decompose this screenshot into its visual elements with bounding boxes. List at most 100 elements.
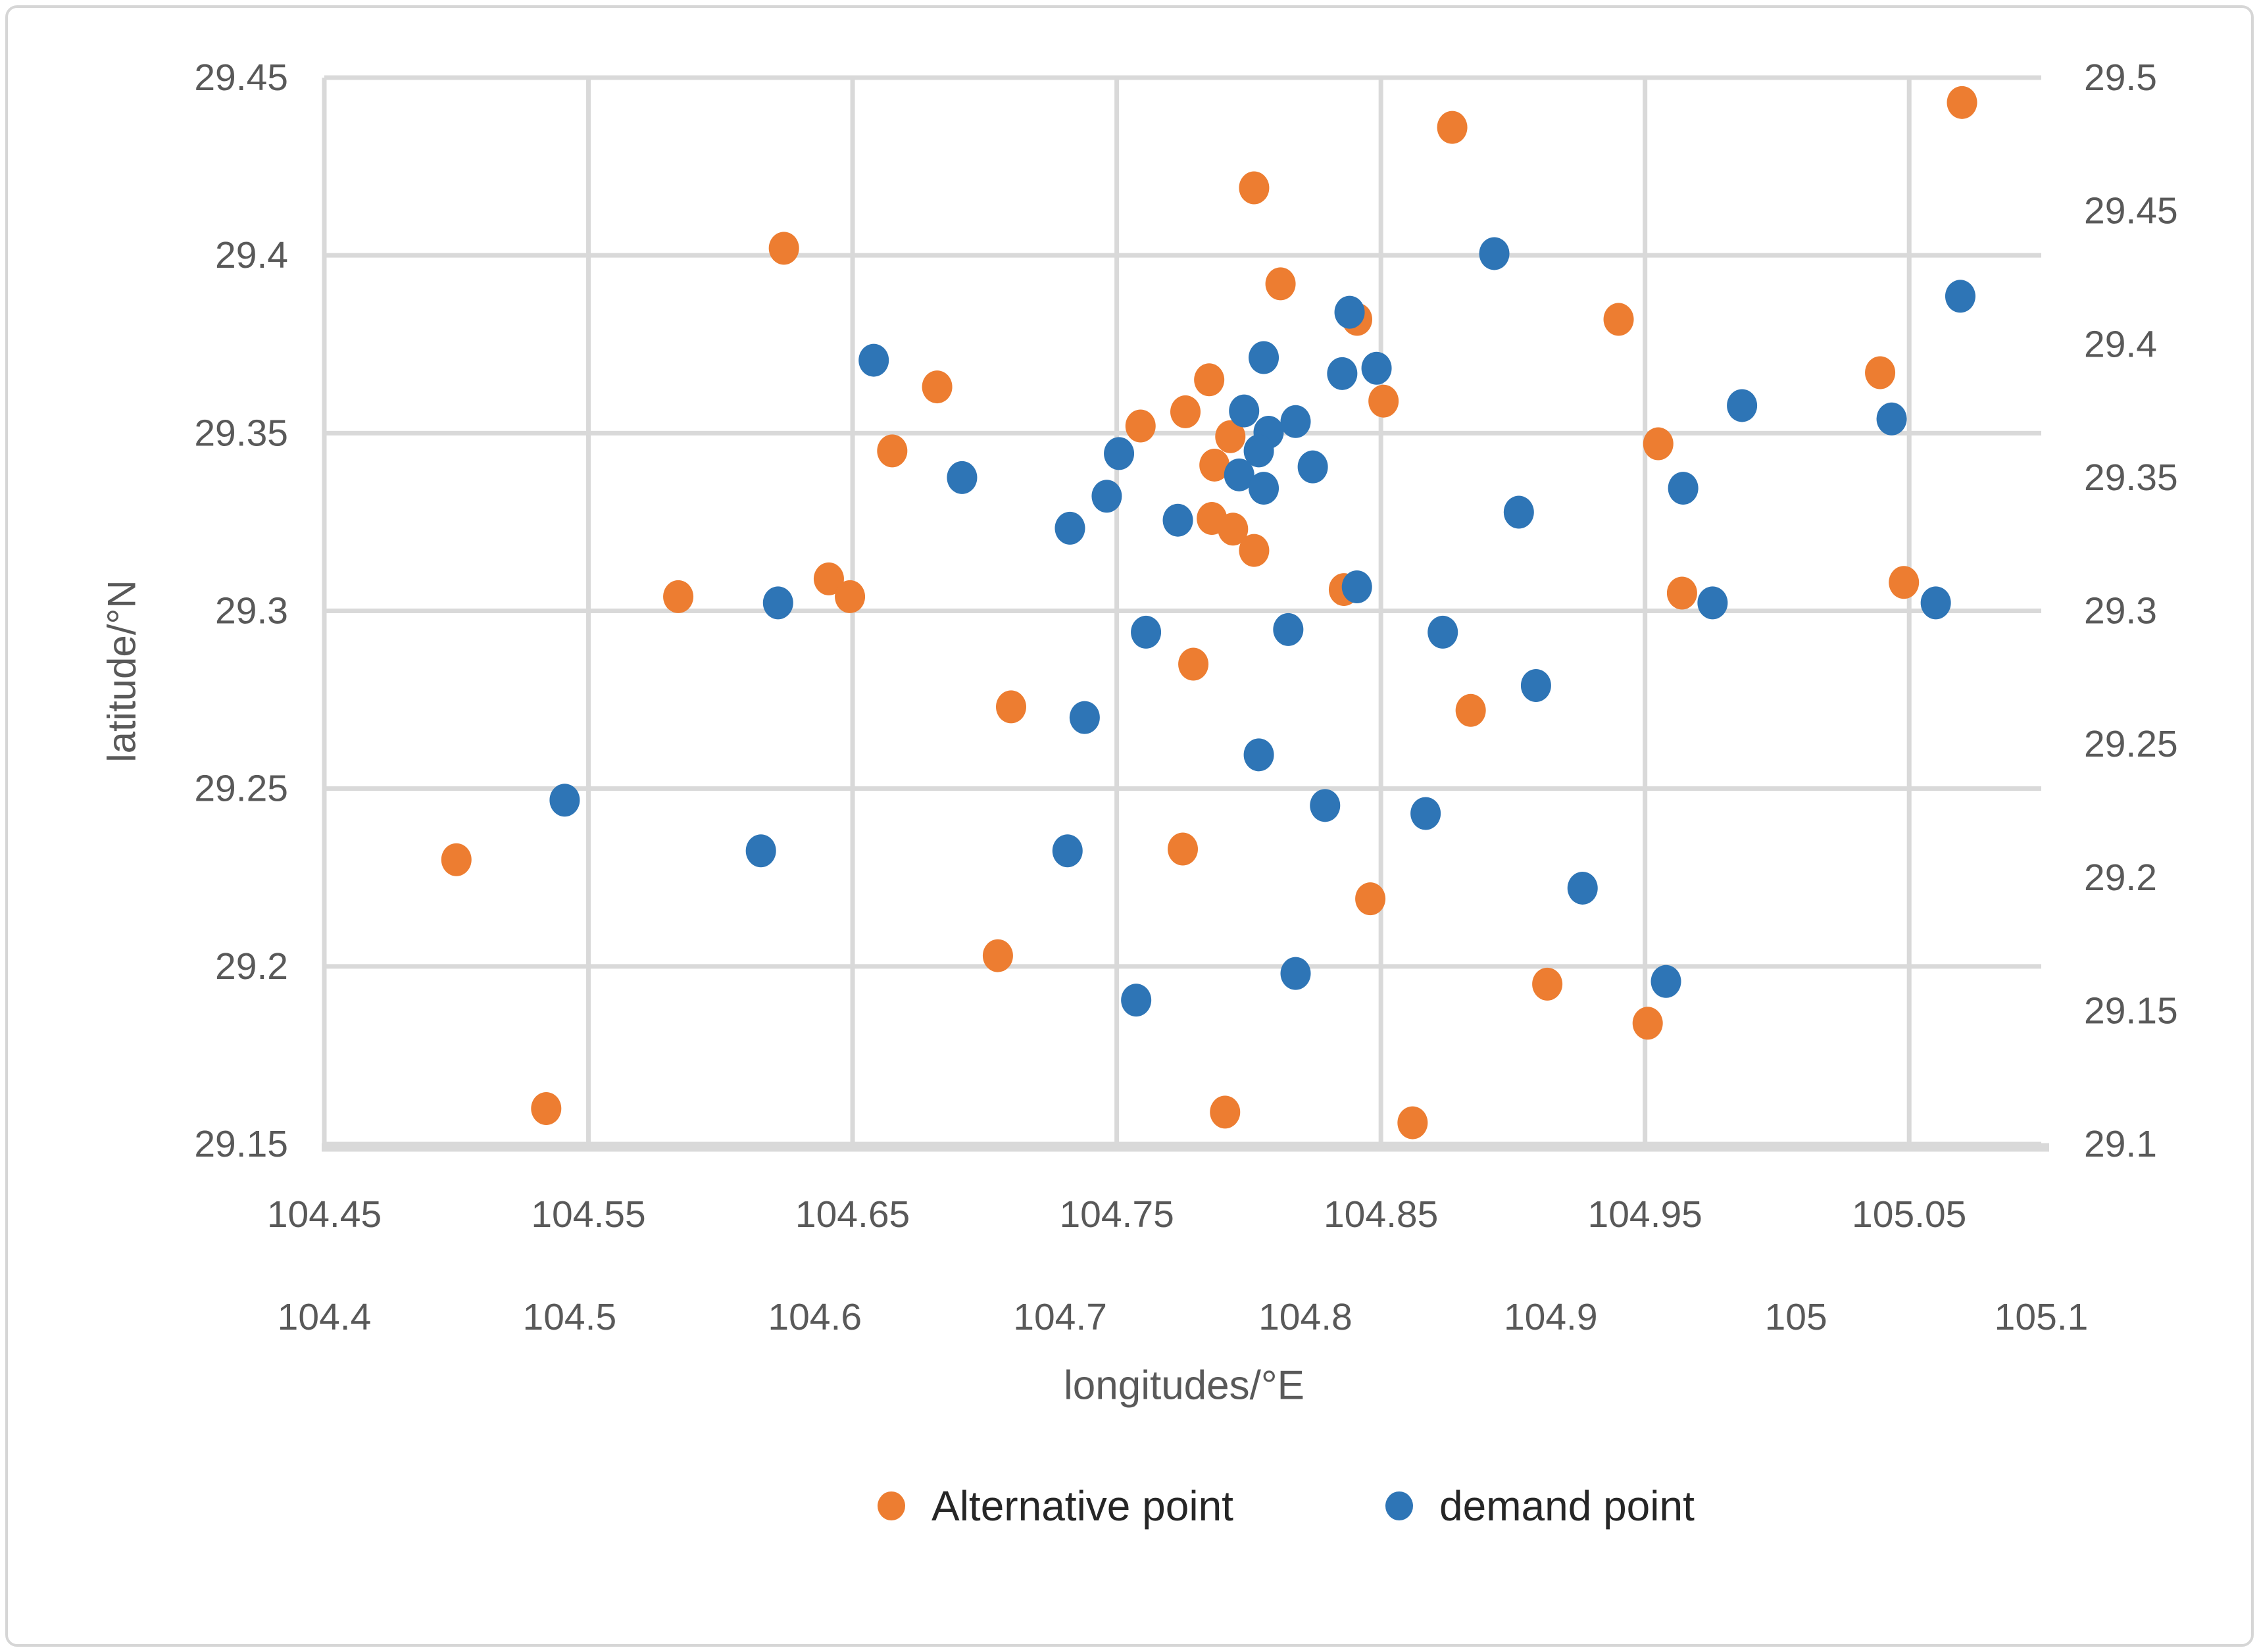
data-point-alternative-point[interactable]: [1889, 566, 1920, 599]
data-point-demand-point[interactable]: [1243, 434, 1274, 468]
data-point-demand-point[interactable]: [1697, 586, 1728, 620]
data-point-alternative-point[interactable]: [1239, 534, 1270, 567]
data-point-alternative-point[interactable]: [1168, 832, 1198, 866]
data-point-alternative-point[interactable]: [663, 580, 694, 613]
data-point-demand-point[interactable]: [1297, 450, 1328, 484]
data-point-demand-point[interactable]: [1503, 495, 1534, 529]
data-point-demand-point[interactable]: [1055, 511, 1085, 545]
data-point-alternative-point[interactable]: [1532, 967, 1563, 1001]
x-axis-tick-label-primary: 104.95: [1588, 1193, 1702, 1236]
y-axis-tick-label-left: 29.4: [215, 234, 288, 276]
data-point-demand-point[interactable]: [1920, 586, 1951, 620]
data-point-alternative-point[interactable]: [1125, 409, 1156, 443]
legend-label: Alternative point: [931, 1482, 1233, 1530]
data-point-demand-point[interactable]: [1327, 357, 1358, 390]
data-point-demand-point[interactable]: [1479, 237, 1510, 270]
x-axis-tick-label-secondary: 104.6: [768, 1296, 862, 1338]
data-point-alternative-point[interactable]: [922, 370, 953, 404]
y-axis-tick-label-left: 29.35: [194, 412, 288, 454]
data-point-alternative-point[interactable]: [1199, 448, 1230, 482]
legend-item-alternative-point[interactable]: Alternative point: [878, 1476, 1233, 1536]
data-point-demand-point[interactable]: [1668, 472, 1699, 505]
data-point-demand-point[interactable]: [1243, 738, 1274, 772]
y-axis-tick-label-right: 29.35: [2084, 457, 2178, 499]
x-axis-tick-label-primary: 105.05: [1852, 1193, 1966, 1236]
y-axis-tick-label-left: 29.3: [215, 590, 288, 632]
x-axis-tick-label-secondary: 104.4: [278, 1296, 372, 1338]
data-point-alternative-point[interactable]: [1666, 576, 1697, 610]
data-point-demand-point[interactable]: [549, 784, 580, 817]
data-point-alternative-point[interactable]: [1368, 384, 1399, 418]
x-axis-tick-label-primary: 104.45: [267, 1193, 382, 1236]
data-point-demand-point[interactable]: [745, 834, 776, 868]
data-point-demand-point[interactable]: [1091, 480, 1122, 513]
data-point-demand-point[interactable]: [1727, 389, 1758, 422]
data-point-alternative-point[interactable]: [1947, 86, 1977, 119]
x-axis-tick-label-primary: 104.85: [1324, 1193, 1438, 1236]
data-point-demand-point[interactable]: [1876, 402, 1907, 436]
data-point-alternative-point[interactable]: [1643, 427, 1674, 461]
legend-item-demand-point[interactable]: demand point: [1385, 1476, 1695, 1536]
data-point-demand-point[interactable]: [947, 461, 978, 494]
x-axis-tick-label-secondary: 104.8: [1258, 1296, 1353, 1338]
data-point-alternative-point[interactable]: [1632, 1007, 1663, 1040]
data-point-demand-point[interactable]: [1121, 984, 1152, 1017]
data-point-demand-point[interactable]: [1334, 295, 1365, 329]
data-point-alternative-point[interactable]: [996, 690, 1026, 724]
data-point-demand-point[interactable]: [1162, 503, 1193, 537]
data-point-demand-point[interactable]: [1310, 789, 1341, 822]
data-point-demand-point[interactable]: [1224, 458, 1254, 491]
y-axis-tick-label-right: 29.15: [2084, 989, 2178, 1032]
x-axis-tick-label-primary: 104.55: [531, 1193, 645, 1236]
data-point-alternative-point[interactable]: [531, 1091, 562, 1125]
data-point-alternative-point[interactable]: [813, 562, 844, 595]
data-point-demand-point[interactable]: [1280, 405, 1311, 438]
data-point-alternative-point[interactable]: [835, 580, 866, 613]
data-point-demand-point[interactable]: [1651, 964, 1681, 998]
data-point-demand-point[interactable]: [1229, 394, 1260, 428]
data-point-alternative-point[interactable]: [1178, 647, 1209, 681]
data-point-alternative-point[interactable]: [1194, 363, 1225, 397]
y-axis-tick-label-left: 29.2: [215, 945, 288, 988]
data-point-demand-point[interactable]: [1341, 570, 1372, 604]
data-point-demand-point[interactable]: [1104, 437, 1135, 470]
data-point-alternative-point[interactable]: [982, 939, 1013, 972]
data-point-alternative-point[interactable]: [877, 434, 908, 468]
data-point-demand-point[interactable]: [858, 343, 889, 377]
data-point-alternative-point[interactable]: [1397, 1106, 1428, 1139]
data-point-demand-point[interactable]: [1520, 668, 1551, 702]
alternative-point-marker-icon: [878, 1491, 905, 1520]
data-point-demand-point[interactable]: [1280, 957, 1311, 990]
data-point-demand-point[interactable]: [1361, 351, 1392, 385]
data-point-demand-point[interactable]: [1249, 341, 1279, 374]
x-axis-title: longitudes/°E: [1063, 1363, 1305, 1409]
data-point-alternative-point[interactable]: [1437, 111, 1468, 144]
data-point-alternative-point[interactable]: [1355, 882, 1386, 916]
data-point-demand-point[interactable]: [1410, 797, 1441, 830]
y-axis-tick-label-right: 29.5: [2084, 57, 2157, 99]
data-point-alternative-point[interactable]: [1239, 171, 1270, 205]
data-point-demand-point[interactable]: [762, 586, 793, 620]
data-point-demand-point[interactable]: [1249, 472, 1279, 505]
data-point-alternative-point[interactable]: [1865, 356, 1896, 389]
x-axis-tick-label-secondary: 104.7: [1013, 1296, 1107, 1338]
y-axis-tick-label-right: 29.4: [2084, 323, 2157, 365]
data-point-demand-point[interactable]: [1945, 280, 1975, 313]
data-point-alternative-point[interactable]: [1170, 395, 1201, 428]
data-point-alternative-point[interactable]: [1215, 420, 1246, 453]
data-point-alternative-point[interactable]: [1210, 1095, 1241, 1129]
data-point-demand-point[interactable]: [1567, 871, 1598, 905]
data-point-demand-point[interactable]: [1273, 613, 1304, 646]
data-point-demand-point[interactable]: [1131, 615, 1162, 649]
data-point-demand-point[interactable]: [1052, 834, 1083, 868]
y-axis-title: latitude/°N: [99, 580, 144, 763]
data-point-demand-point[interactable]: [1069, 701, 1100, 734]
data-point-alternative-point[interactable]: [1455, 693, 1486, 727]
data-point-alternative-point[interactable]: [1218, 513, 1249, 546]
data-point-alternative-point[interactable]: [1265, 267, 1296, 301]
data-point-alternative-point[interactable]: [441, 843, 472, 876]
data-point-demand-point[interactable]: [1427, 615, 1458, 649]
data-point-alternative-point[interactable]: [1603, 303, 1634, 336]
data-point-alternative-point[interactable]: [768, 232, 799, 265]
